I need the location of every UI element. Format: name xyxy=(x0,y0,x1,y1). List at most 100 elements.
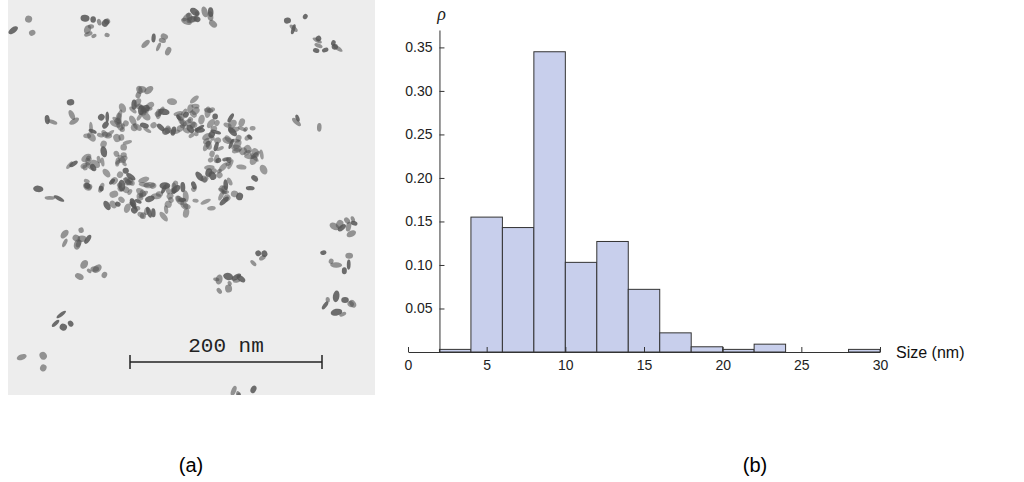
particle xyxy=(235,273,246,284)
y-tick: 0.35 xyxy=(405,39,444,55)
y-tick-label: 0.25 xyxy=(405,126,432,142)
particle xyxy=(59,228,70,240)
bar xyxy=(597,241,628,352)
particle xyxy=(88,24,95,29)
particle xyxy=(80,14,90,22)
x-axis-line xyxy=(409,352,881,353)
particle xyxy=(89,163,98,173)
particle xyxy=(164,46,173,56)
particle xyxy=(139,122,149,129)
particle xyxy=(139,212,146,220)
particle xyxy=(149,121,158,129)
particle xyxy=(188,6,201,18)
particle xyxy=(235,390,243,395)
particle xyxy=(61,238,69,248)
particle xyxy=(192,198,199,203)
particle xyxy=(68,116,80,126)
particle xyxy=(121,185,130,194)
particle xyxy=(100,157,105,167)
particle xyxy=(339,311,347,318)
particle xyxy=(101,167,112,179)
x-tick-label: 20 xyxy=(715,357,731,373)
particle xyxy=(163,205,168,214)
particle xyxy=(101,131,113,140)
particle xyxy=(215,157,222,164)
particle xyxy=(249,152,260,163)
particle xyxy=(33,185,44,193)
particle xyxy=(290,24,297,35)
particle xyxy=(317,123,322,132)
particle xyxy=(91,33,98,39)
particle xyxy=(116,109,123,122)
particle xyxy=(122,167,129,174)
y-tick: 0.25 xyxy=(405,126,444,142)
particle xyxy=(225,284,233,293)
particle xyxy=(341,297,349,303)
y-tick-label: 0.15 xyxy=(405,213,432,229)
particle xyxy=(90,16,96,23)
particle xyxy=(235,192,244,201)
y-tick-mark xyxy=(439,47,444,48)
particle xyxy=(173,110,183,117)
y-tick-label: 0.05 xyxy=(405,300,432,316)
particle xyxy=(45,196,56,200)
particle xyxy=(201,140,212,153)
particle xyxy=(135,85,143,95)
particle xyxy=(208,19,219,29)
particle xyxy=(121,152,127,157)
particle xyxy=(140,38,151,49)
particle xyxy=(8,25,19,36)
particle xyxy=(80,162,89,170)
particle xyxy=(91,263,104,275)
particle xyxy=(207,205,216,211)
bar xyxy=(628,289,659,352)
particle xyxy=(213,136,222,145)
particle xyxy=(194,131,199,136)
particle xyxy=(39,363,48,372)
particle xyxy=(332,43,344,53)
particle xyxy=(120,144,127,151)
x-tick: 15 xyxy=(637,347,653,373)
x-tick-mark xyxy=(723,347,724,352)
particle xyxy=(212,113,218,120)
particle xyxy=(243,134,251,142)
y-tick-mark xyxy=(439,134,444,135)
particle xyxy=(156,122,166,132)
particle xyxy=(205,117,216,129)
panel-label: (b) xyxy=(743,454,767,476)
particle xyxy=(96,18,102,26)
particle xyxy=(190,186,197,193)
x-tick-mark xyxy=(644,347,645,352)
particle xyxy=(90,266,99,272)
scale-bar-label: 200 nm xyxy=(188,335,264,358)
micrograph xyxy=(8,0,375,395)
y-tick: 0.15 xyxy=(405,213,444,229)
bar xyxy=(502,228,533,352)
particle xyxy=(206,106,215,113)
particle xyxy=(129,197,138,208)
particle xyxy=(345,253,353,259)
particle xyxy=(209,150,216,158)
bar xyxy=(439,349,470,352)
particle xyxy=(197,114,205,125)
x-tick-label: 25 xyxy=(794,357,810,373)
particle xyxy=(100,18,110,29)
particle xyxy=(103,17,111,25)
particle xyxy=(294,114,300,122)
x-axis-title: Size (nm) xyxy=(896,344,964,361)
bar xyxy=(754,344,785,352)
particle xyxy=(144,194,155,203)
particle xyxy=(342,267,347,274)
particle xyxy=(56,310,67,320)
y-axis-line xyxy=(439,31,440,353)
particle xyxy=(216,168,223,174)
particle xyxy=(164,125,171,134)
bar xyxy=(723,349,754,352)
scale-bar: 200 nm xyxy=(130,335,322,369)
x-tick: 10 xyxy=(558,347,574,373)
particle xyxy=(205,139,213,148)
particle xyxy=(181,12,192,23)
particle xyxy=(321,47,329,54)
particle xyxy=(78,227,84,233)
particle xyxy=(207,156,215,163)
